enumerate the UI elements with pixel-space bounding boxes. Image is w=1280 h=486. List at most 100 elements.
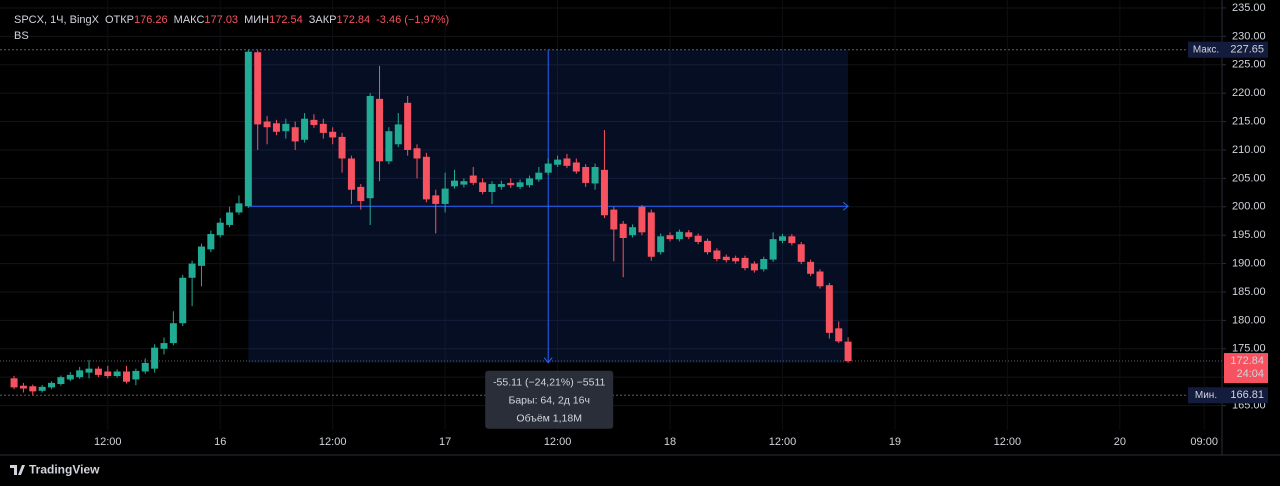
min-label-box	[1188, 387, 1224, 404]
candle-body	[638, 206, 646, 233]
plot-area	[0, 0, 1222, 430]
x-tick-label: 17	[439, 436, 451, 448]
candle-body	[844, 341, 852, 362]
legend-header: SPCX, 1Ч, BingX ОТКР176.26 МАКС177.03 МИН17…	[14, 14, 449, 26]
candle-body	[825, 285, 833, 333]
candle-body	[94, 368, 102, 375]
min-value-box	[1224, 387, 1268, 404]
measure-text: Бары: 64, 2д 16ч	[508, 395, 590, 407]
measure-arrow	[543, 357, 553, 364]
candle-body	[357, 186, 365, 202]
candle-body	[197, 246, 205, 266]
candle-body	[263, 121, 271, 128]
candle-body	[216, 222, 224, 236]
ohlc-label: МАКС	[174, 14, 205, 26]
measure-tooltip	[485, 370, 614, 429]
candle-body	[235, 203, 243, 213]
y-tick-label: 205.00	[1232, 172, 1266, 184]
measure-text: -55.11 (−24,21%) −5511	[493, 377, 605, 389]
candle-body	[151, 347, 159, 369]
candle-body	[704, 240, 712, 253]
candle-body	[19, 385, 27, 389]
candle-body	[572, 162, 580, 172]
logo-mark	[10, 465, 25, 475]
candle-body	[432, 195, 440, 204]
candle-body	[10, 378, 18, 388]
max-value-box	[1224, 41, 1268, 58]
candle-body	[591, 167, 599, 184]
candle-body	[160, 343, 168, 349]
candle-body	[282, 123, 290, 132]
symbol: SPCX, 1Ч, BingX	[14, 14, 100, 26]
candle-body	[226, 212, 234, 225]
x-tick-label: 20	[1114, 436, 1126, 448]
candle-body	[685, 232, 693, 237]
candle-body	[319, 123, 327, 133]
candle-body	[816, 271, 824, 287]
candle-body	[600, 169, 608, 216]
ohlc-label: МИН	[244, 14, 269, 26]
candle-body	[132, 370, 140, 380]
ohlc-value: 177.03	[204, 14, 238, 26]
x-tick-label: 12:00	[769, 436, 797, 448]
max-label-box	[1188, 41, 1224, 58]
ohlc-value: 172.54	[269, 14, 303, 26]
candle-body	[835, 328, 843, 342]
ohlc-label: ОТКР	[105, 14, 134, 26]
candle-body	[525, 178, 533, 186]
candle-body	[179, 277, 187, 324]
y-tick-label: 210.00	[1232, 144, 1266, 156]
x-tick-label: 19	[889, 436, 901, 448]
candle-body	[479, 182, 487, 192]
candle-body	[657, 236, 665, 253]
candle-body	[413, 148, 421, 159]
max-label: Макс.	[1193, 44, 1219, 55]
candle-body	[666, 235, 674, 240]
y-tick-label: 175.00	[1232, 343, 1266, 355]
min-value: 166.81	[1230, 389, 1264, 401]
candle-body	[123, 371, 131, 382]
candle-body	[244, 51, 252, 207]
y-tick-label: 220.00	[1232, 87, 1266, 99]
candle-body	[329, 131, 337, 138]
x-tick-label: 12:00	[544, 436, 572, 448]
y-tick-label: 190.00	[1232, 257, 1266, 269]
candle-body	[554, 159, 562, 165]
candle-body	[610, 209, 618, 230]
candle-body	[778, 236, 786, 241]
candle-body	[366, 95, 374, 199]
candle-body	[675, 231, 683, 240]
y-tick-label: 200.00	[1232, 201, 1266, 213]
candle-body	[169, 323, 177, 344]
candle-body	[647, 212, 655, 257]
candle-body	[76, 370, 84, 378]
change: -3.46 (−1,97%)	[376, 14, 449, 26]
candle-body	[563, 158, 571, 166]
x-tick-label: 12:00	[94, 436, 122, 448]
candle-body	[713, 250, 721, 260]
logo: TradingView	[10, 463, 100, 477]
y-tick-label: 195.00	[1232, 229, 1266, 241]
y-tick-label: 215.00	[1232, 115, 1266, 127]
ohlc-value: 172.84	[336, 14, 370, 26]
candle-body	[338, 136, 346, 159]
candle-body	[291, 127, 299, 142]
candle-body	[760, 259, 768, 270]
measure-arrow	[842, 201, 849, 211]
candle-body	[48, 382, 56, 388]
candle-body	[750, 263, 758, 271]
candle-body	[38, 386, 46, 391]
last-price-box	[1224, 353, 1268, 384]
candle-body	[104, 371, 112, 377]
measure-text: Объём 1,18M	[516, 413, 582, 425]
ohlc-value: 176.26	[134, 14, 168, 26]
candle-body	[619, 223, 627, 239]
candle-body	[807, 261, 815, 274]
y-tick-label: 185.00	[1232, 286, 1266, 298]
candle-body	[57, 377, 65, 384]
ohlc-label: ЗАКР	[309, 14, 337, 26]
y-tick-label: 235.00	[1232, 2, 1266, 14]
candle-body	[722, 256, 730, 261]
candle-body	[694, 235, 702, 242]
